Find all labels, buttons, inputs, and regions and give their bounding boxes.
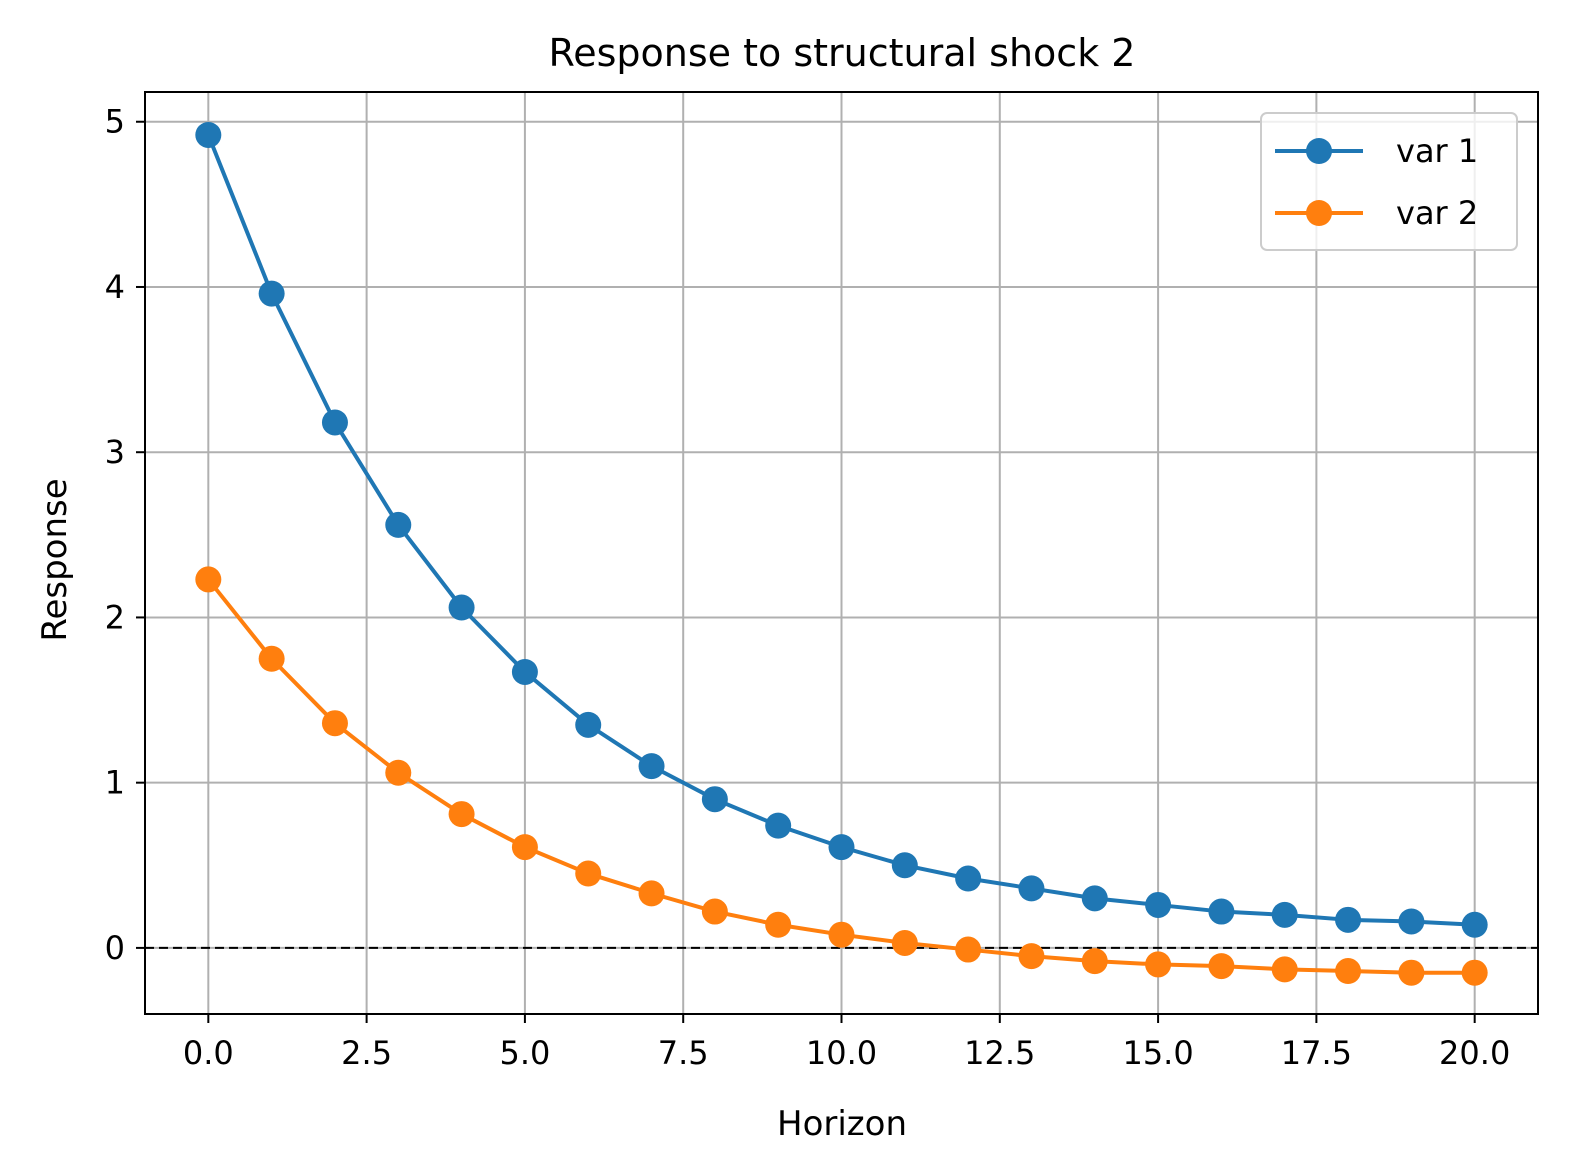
ticks: 0.0 2.5 5.0 7.5 10.0 12.5 15.0 17.5 20.0 0 1 2 3 4 5 [105,103,1511,1072]
data-point [701,898,728,925]
data-point [511,658,538,685]
x-tick-label: 5.0 [499,1034,550,1072]
x-tick-label: 7.5 [658,1034,709,1072]
data-point [448,594,475,621]
data-point [765,911,792,938]
y-tick-label: 2 [105,598,125,636]
data-point [638,753,665,780]
data-point [1081,885,1108,912]
data-point [321,409,348,436]
data-point [638,880,665,907]
data-point [955,865,982,892]
data-point [195,566,222,593]
x-tick-label: 12.5 [964,1034,1035,1072]
data-point [1461,911,1488,938]
y-tick-label: 1 [105,764,125,802]
data-point [1208,898,1235,925]
data-point [828,921,855,948]
y-tick-label: 4 [105,268,125,306]
data-point [1461,959,1488,986]
data-point [258,280,285,307]
x-tick-label: 10.0 [806,1034,877,1072]
data-point [258,645,285,672]
data-point [955,936,982,963]
data-point [1145,891,1172,918]
legend: var 1 var 2 [1260,112,1518,251]
data-point [1398,959,1425,986]
series-1 [195,121,1488,938]
x-axis-label: Horizon [777,1104,907,1144]
data-point [701,786,728,813]
y-tick-label: 5 [105,103,125,141]
data-point [195,121,222,148]
data-point [385,759,412,786]
data-point [448,801,475,828]
data-point [891,852,918,879]
data-point [575,711,602,738]
data-point [1335,958,1362,985]
series-2 [195,566,1488,986]
x-tick-label: 2.5 [341,1034,392,1072]
data-point [765,812,792,839]
data-point [321,710,348,737]
data-point [891,929,918,956]
data-point [1271,956,1298,983]
y-tick-label: 3 [105,433,125,471]
data-point [1018,875,1045,902]
data-point [1271,901,1298,928]
x-tick-label: 15.0 [1122,1034,1193,1072]
legend-swatch-marker [1306,138,1332,164]
chart-title: Response to structural shock 2 [549,31,1136,75]
data-point [1208,953,1235,980]
data-point [385,511,412,538]
data-point [1335,906,1362,933]
data-point [1081,948,1108,975]
x-tick-label: 0.0 [183,1034,234,1072]
y-axis-label: Response [35,478,75,641]
data-point [1398,908,1425,935]
legend-label: var 1 [1396,132,1478,170]
data-point [828,834,855,861]
legend-label: var 2 [1396,194,1478,232]
data-point [1145,951,1172,978]
data-point [575,860,602,887]
x-tick-label: 17.5 [1281,1034,1352,1072]
series-group [195,121,1488,986]
legend-box [1260,112,1518,251]
data-point [1018,943,1045,970]
x-tick-label: 20.0 [1439,1034,1510,1072]
legend-swatch-marker [1306,200,1332,226]
data-point [511,834,538,861]
y-tick-label: 0 [105,929,125,967]
